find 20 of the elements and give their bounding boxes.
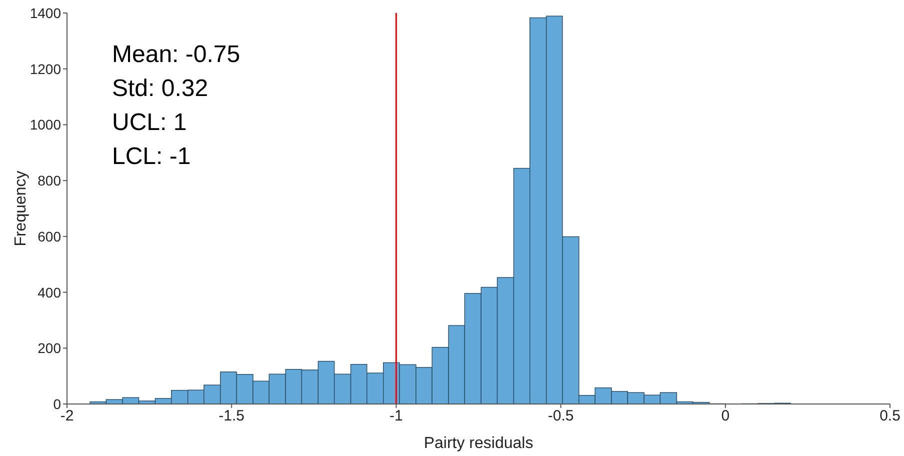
y-tick-label: 1400 (30, 4, 62, 21)
y-tick-label: 800 (38, 172, 62, 189)
annotation: LCL: -1 (112, 142, 192, 172)
x-tick-label: -2 (60, 408, 74, 425)
x-tick-label: -0.5 (548, 408, 574, 425)
y-tick-label: 600 (38, 228, 62, 244)
y-tick-label: 0 (53, 396, 62, 412)
y-tick-label: 400 (38, 284, 62, 300)
annotation: Mean: -0.75 (112, 40, 240, 70)
x-tick-label: -1.5 (218, 408, 245, 425)
y-tick-label: 1000 (30, 116, 62, 133)
x-axis-title: Pairty residuals (424, 435, 534, 452)
annotation: Std: 0.32 (112, 74, 210, 104)
x-tick-label: 0.5 (880, 408, 900, 425)
y-axis-title: Frequency (12, 170, 30, 246)
x-tick-label: 0 (721, 408, 730, 425)
y-tick-label: 200 (38, 340, 62, 356)
x-tick-label: -1 (390, 408, 403, 425)
y-tick-label: 1200 (30, 60, 62, 77)
annotation: UCL: 1 (112, 108, 188, 138)
